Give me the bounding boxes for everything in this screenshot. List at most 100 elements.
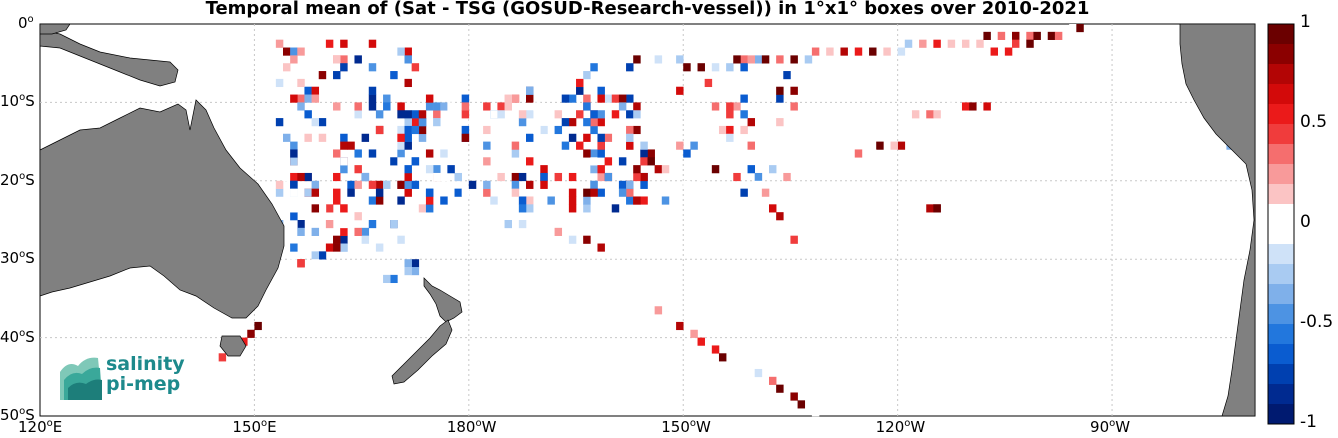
data-cell <box>933 39 941 48</box>
data-cell <box>418 204 427 213</box>
colorbar-bin <box>1268 204 1294 225</box>
data-cell <box>411 110 420 119</box>
data-cell <box>404 125 412 135</box>
data-cell <box>361 243 370 252</box>
data-cell <box>633 102 641 111</box>
data-cell <box>690 329 698 338</box>
data-cell <box>576 141 584 150</box>
data-cell <box>275 180 284 189</box>
data-cell <box>304 172 312 182</box>
data-cell <box>390 157 398 166</box>
data-cell <box>711 63 720 72</box>
data-cell <box>318 71 327 80</box>
longitude-label: 180oW <box>446 418 497 436</box>
data-cell <box>454 172 462 182</box>
data-cell <box>804 55 813 64</box>
data-cell <box>518 196 527 205</box>
data-cell <box>726 125 734 135</box>
data-cell <box>368 220 377 229</box>
data-cell <box>433 118 441 127</box>
colorbar-bin <box>1268 44 1294 65</box>
colorbar-bin <box>1268 344 1294 365</box>
data-cell <box>311 204 320 213</box>
data-cell <box>275 86 284 95</box>
data-cell <box>404 78 412 88</box>
data-cell <box>697 337 705 346</box>
data-cell <box>626 196 634 205</box>
data-cell <box>1047 31 1056 40</box>
data-cell <box>311 259 320 268</box>
data-cell <box>304 165 312 174</box>
data-cell <box>797 400 806 409</box>
data-cell <box>883 47 891 56</box>
data-cell <box>483 102 491 111</box>
data-cell <box>404 47 412 56</box>
data-cell <box>390 274 398 284</box>
data-cell <box>418 118 427 127</box>
data-cell <box>604 94 613 103</box>
data-cell <box>933 110 941 119</box>
data-cell <box>283 204 291 213</box>
data-cell <box>576 110 584 119</box>
data-cell <box>375 188 384 197</box>
data-cell <box>311 188 320 197</box>
data-cell <box>461 110 470 119</box>
data-cell <box>397 102 405 111</box>
data-cell <box>618 157 627 166</box>
data-cell <box>533 102 541 111</box>
colorbar-bin <box>1268 264 1294 285</box>
data-cell <box>783 71 791 80</box>
longitude-label: 150oE <box>232 418 277 436</box>
data-cell <box>340 227 348 236</box>
data-cell <box>561 94 570 103</box>
data-cell <box>747 361 756 370</box>
data-cell <box>354 110 362 119</box>
data-cell <box>568 196 577 205</box>
data-cell <box>325 243 334 252</box>
data-cell <box>375 243 384 252</box>
colorbar-bin <box>1268 84 1294 105</box>
data-cell <box>368 86 377 95</box>
data-cell <box>554 172 563 182</box>
data-cell <box>425 196 434 205</box>
data-cell <box>440 102 448 111</box>
data-cell <box>290 94 298 103</box>
data-cell <box>826 47 834 56</box>
colorbar-bin <box>1268 324 1294 345</box>
data-cell <box>1076 24 1084 33</box>
data-cell <box>304 110 312 119</box>
data-cell <box>404 110 412 119</box>
data-cell <box>533 227 541 236</box>
data-cell <box>1026 39 1034 48</box>
colorbar-tick-label: -1 <box>1300 412 1317 432</box>
data-cell <box>740 125 748 135</box>
data-cell <box>397 47 405 56</box>
data-cell <box>776 55 784 64</box>
australia-landmass <box>39 99 285 319</box>
data-cell <box>604 133 613 142</box>
data-cell <box>290 47 298 56</box>
data-cell <box>590 165 598 174</box>
data-cell <box>340 141 348 150</box>
data-cell <box>547 196 555 205</box>
data-cell <box>404 55 412 64</box>
data-cell <box>418 125 427 135</box>
data-cell <box>468 180 477 189</box>
data-cell <box>1033 31 1041 40</box>
data-cell <box>297 227 305 236</box>
data-cell <box>583 94 591 103</box>
data-cell <box>640 149 648 158</box>
data-cell <box>769 376 777 385</box>
data-cell <box>718 125 727 135</box>
data-cell <box>275 78 284 88</box>
data-cell <box>311 157 320 166</box>
data-cell <box>218 353 227 362</box>
data-cell <box>333 102 341 111</box>
data-cell <box>368 39 377 48</box>
data-cell <box>275 118 284 127</box>
indonesia-landmass <box>39 23 71 35</box>
data-cell <box>483 141 491 150</box>
data-cell <box>661 165 670 174</box>
data-cell <box>733 353 741 362</box>
data-cell <box>676 321 684 331</box>
